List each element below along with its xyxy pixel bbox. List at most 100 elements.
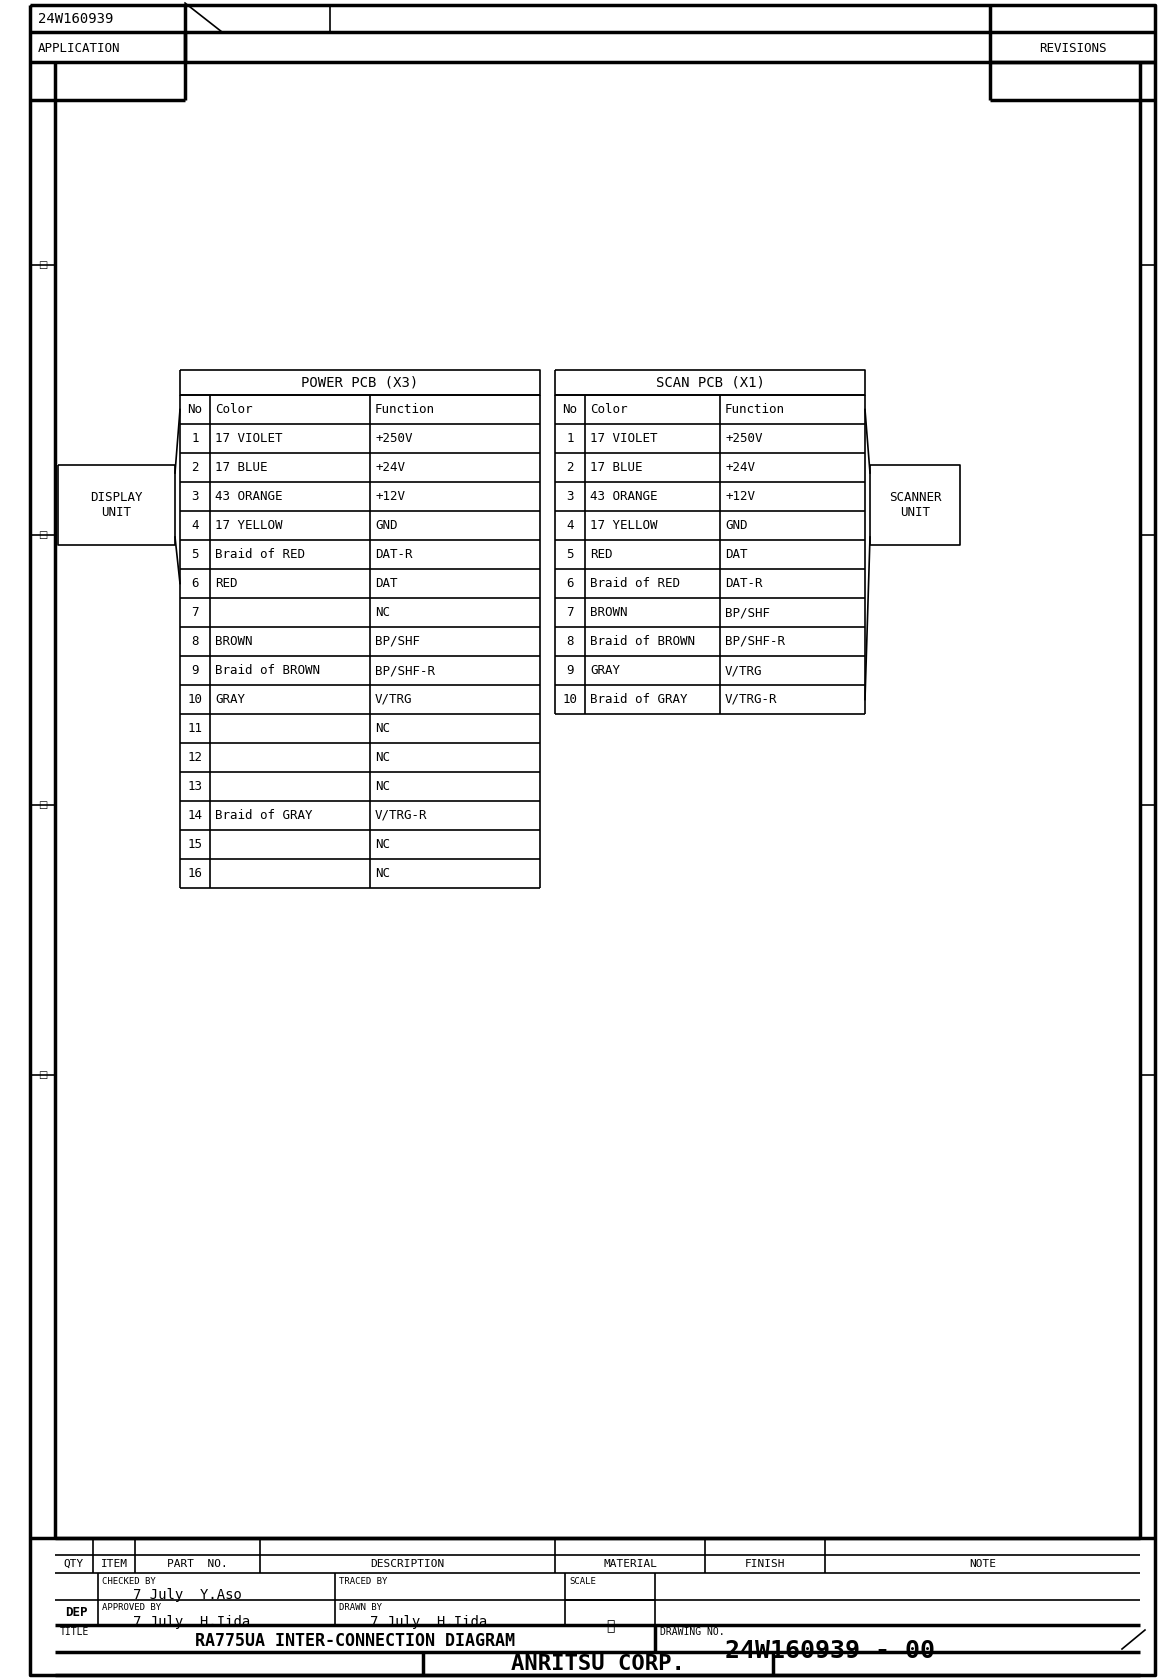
Text: +250V: +250V (375, 432, 413, 445)
Text: Color: Color (215, 403, 253, 417)
Text: REVISIONS: REVISIONS (1039, 42, 1107, 54)
Text: No: No (188, 403, 203, 417)
Text: □: □ (37, 1070, 47, 1080)
Text: FINISH: FINISH (745, 1559, 785, 1569)
Text: V/TRG-R: V/TRG-R (725, 692, 778, 706)
Text: RA775UA INTER-CONNECTION DIAGRAM: RA775UA INTER-CONNECTION DIAGRAM (195, 1633, 515, 1650)
Text: BP/SHF-R: BP/SHF-R (375, 664, 435, 677)
Text: 7 July  H.Iida: 7 July H.Iida (133, 1614, 251, 1630)
Text: Braid of GRAY: Braid of GRAY (590, 692, 688, 706)
Text: NC: NC (375, 751, 389, 764)
Text: MATERIAL: MATERIAL (603, 1559, 656, 1569)
Text: GRAY: GRAY (215, 692, 245, 706)
Text: 4: 4 (567, 519, 574, 533)
Text: GND: GND (375, 519, 398, 533)
Text: GRAY: GRAY (590, 664, 620, 677)
Text: TRACED BY: TRACED BY (339, 1576, 387, 1586)
Text: 3: 3 (191, 491, 198, 502)
Text: V/TRG: V/TRG (725, 664, 763, 677)
Text: 13: 13 (188, 780, 203, 793)
Text: 17 BLUE: 17 BLUE (215, 460, 267, 474)
Text: 7 July  Y.Aso: 7 July Y.Aso (133, 1588, 241, 1603)
Text: 24W160939 - 00: 24W160939 - 00 (725, 1640, 935, 1663)
Text: 12: 12 (188, 751, 203, 764)
Text: Braid of BROWN: Braid of BROWN (590, 635, 695, 648)
Text: SCANNER
UNIT: SCANNER UNIT (888, 491, 941, 519)
Text: 10: 10 (562, 692, 577, 706)
Text: 7: 7 (567, 606, 574, 618)
Text: 7: 7 (191, 606, 198, 618)
Text: 3: 3 (567, 491, 574, 502)
Text: DRAWING NO.: DRAWING NO. (660, 1626, 724, 1636)
Text: QTY: QTY (64, 1559, 84, 1569)
Text: 17 VIOLET: 17 VIOLET (590, 432, 658, 445)
Text: No: No (562, 403, 577, 417)
Text: Braid of BROWN: Braid of BROWN (215, 664, 319, 677)
Text: □: □ (37, 800, 47, 810)
Text: BROWN: BROWN (590, 606, 627, 618)
Text: NC: NC (375, 722, 389, 736)
Text: 9: 9 (567, 664, 574, 677)
Text: DEP: DEP (65, 1606, 87, 1620)
Text: □: □ (37, 529, 47, 539)
Text: 14: 14 (188, 810, 203, 822)
Text: 17 YELLOW: 17 YELLOW (590, 519, 658, 533)
Text: 5: 5 (191, 548, 198, 561)
Text: DESCRIPTION: DESCRIPTION (371, 1559, 444, 1569)
Text: GND: GND (725, 519, 747, 533)
Text: V/TRG: V/TRG (375, 692, 413, 706)
Text: CHECKED BY: CHECKED BY (101, 1576, 156, 1586)
Text: DAT: DAT (375, 576, 398, 590)
Text: BP/SHF: BP/SHF (725, 606, 770, 618)
Text: DRAWN BY: DRAWN BY (339, 1603, 382, 1613)
Text: +24V: +24V (375, 460, 405, 474)
Text: 2: 2 (191, 460, 198, 474)
Text: 10: 10 (188, 692, 203, 706)
Text: NOTE: NOTE (969, 1559, 996, 1569)
Text: Function: Function (375, 403, 435, 417)
Text: RED: RED (215, 576, 238, 590)
Text: DAT: DAT (725, 548, 747, 561)
Text: BP/SHF: BP/SHF (375, 635, 420, 648)
Text: 2: 2 (567, 460, 574, 474)
Text: BP/SHF-R: BP/SHF-R (725, 635, 785, 648)
Text: ANRITSU CORP.: ANRITSU CORP. (511, 1653, 684, 1673)
Text: 8: 8 (567, 635, 574, 648)
Text: NC: NC (375, 867, 389, 880)
Text: POWER PCB (X3): POWER PCB (X3) (301, 376, 419, 390)
Text: 43 ORANGE: 43 ORANGE (215, 491, 282, 502)
Text: DAT-R: DAT-R (725, 576, 763, 590)
Text: 4: 4 (191, 519, 198, 533)
Text: Function: Function (725, 403, 785, 417)
Text: +24V: +24V (725, 460, 756, 474)
Text: PART  NO.: PART NO. (167, 1559, 227, 1569)
Text: Color: Color (590, 403, 627, 417)
Text: +250V: +250V (725, 432, 763, 445)
Text: 43 ORANGE: 43 ORANGE (590, 491, 658, 502)
Text: DAT-R: DAT-R (375, 548, 413, 561)
Text: □: □ (37, 260, 47, 270)
Text: 1: 1 (567, 432, 574, 445)
Text: 9: 9 (191, 664, 198, 677)
Text: ITEM: ITEM (100, 1559, 127, 1569)
Text: 15: 15 (188, 838, 203, 852)
Text: NC: NC (375, 780, 389, 793)
Text: Braid of RED: Braid of RED (215, 548, 305, 561)
Text: 17 YELLOW: 17 YELLOW (215, 519, 282, 533)
Text: 16: 16 (188, 867, 203, 880)
Text: APPROVED BY: APPROVED BY (101, 1603, 161, 1613)
Text: 6: 6 (191, 576, 198, 590)
Text: 17 BLUE: 17 BLUE (590, 460, 642, 474)
Text: 8: 8 (191, 635, 198, 648)
Text: SCAN PCB (X1): SCAN PCB (X1) (655, 376, 765, 390)
Text: 基: 基 (606, 1620, 614, 1633)
Text: NC: NC (375, 606, 389, 618)
Text: APPLICATION: APPLICATION (38, 42, 120, 54)
Text: 7 July  H.Iida: 7 July H.Iida (370, 1614, 487, 1630)
Text: TITLE: TITLE (59, 1626, 90, 1636)
Text: Braid of RED: Braid of RED (590, 576, 680, 590)
Text: Braid of GRAY: Braid of GRAY (215, 810, 312, 822)
Text: DISPLAY
UNIT: DISPLAY UNIT (90, 491, 142, 519)
Text: 1: 1 (191, 432, 198, 445)
Text: 11: 11 (188, 722, 203, 736)
